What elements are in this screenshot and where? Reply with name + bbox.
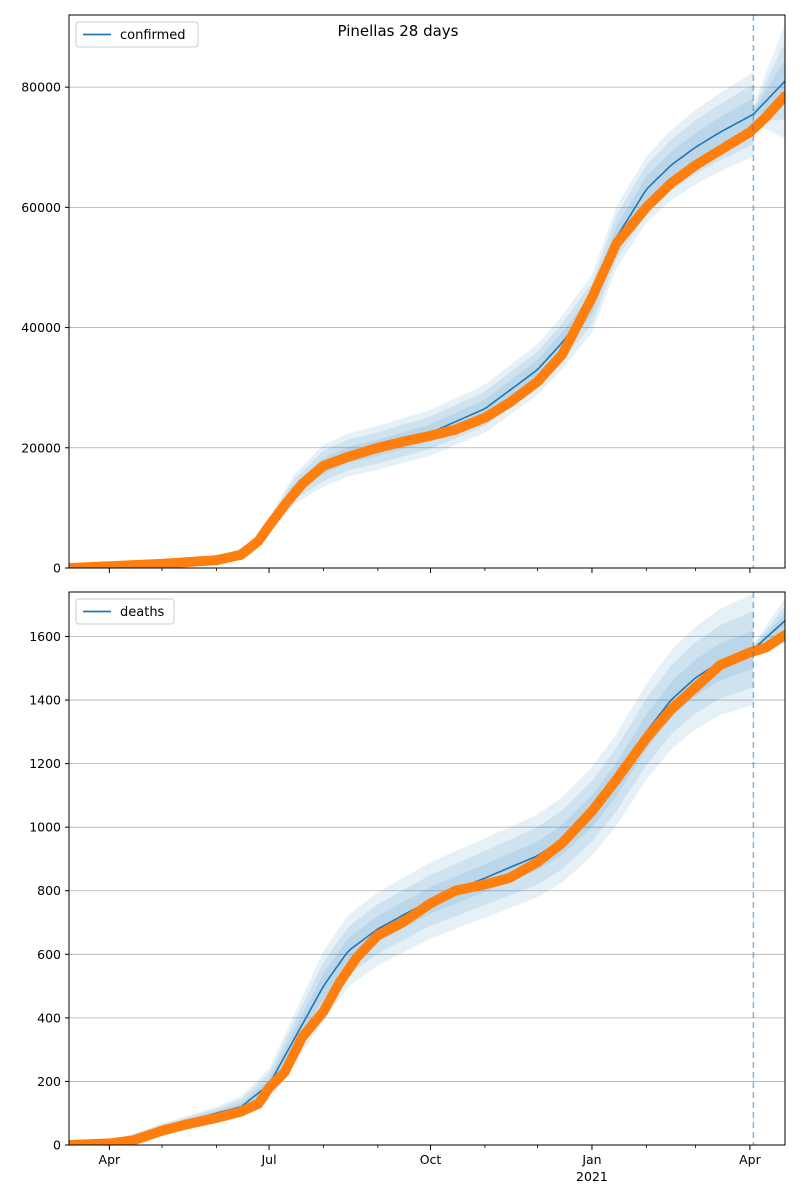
x-tick-year-label: 2021: [576, 1169, 608, 1184]
legend-box: [75, 598, 175, 625]
confirmed-observed-point: [780, 91, 785, 102]
y-tick-label: 60000: [21, 200, 61, 215]
y-tick-label: 800: [37, 883, 61, 898]
legend: confirmed: [75, 21, 199, 48]
plot-area: [69, 24, 785, 568]
x-tick-label: Apr: [99, 1152, 121, 1167]
y-tick-label: 600: [37, 947, 61, 962]
forecast-interval-band: [753, 606, 785, 653]
y-tick-label: 1600: [29, 629, 61, 644]
deaths-panel: 0 200 400 600 800 1000 1200 1400 1600 Apr Jul Oct Ja…: [29, 591, 786, 1184]
x-tick-label: Jan: [581, 1152, 601, 1167]
y-tick-label: 0: [53, 561, 61, 576]
deaths-observed-point: [780, 629, 785, 640]
interval-band: [69, 84, 754, 568]
interval-band: [69, 630, 754, 1145]
x-tick-label: Oct: [420, 1152, 442, 1167]
y-tick-label: 80000: [21, 80, 61, 95]
confirmed-panel: 0 20000 40000 60000 80000 confirmed: [21, 14, 786, 576]
legend: deaths: [75, 598, 175, 625]
y-tick-label: 200: [37, 1074, 61, 1089]
y-tick-label: 0: [53, 1138, 61, 1153]
x-tick-label: Apr: [739, 1152, 761, 1167]
interval-band: [69, 593, 754, 1145]
legend-label: confirmed: [120, 28, 186, 43]
y-tick-label: 40000: [21, 320, 61, 335]
interval-band: [69, 611, 754, 1145]
y-tick-label: 1200: [29, 756, 61, 771]
figure-title: Pinellas 28 days: [338, 22, 459, 40]
plot-area: [69, 593, 785, 1145]
y-tick-label: 1000: [29, 820, 61, 835]
y-tick-label: 1400: [29, 693, 61, 708]
y-tick-label: 400: [37, 1010, 61, 1025]
y-tick-label: 20000: [21, 440, 61, 455]
interval-band: [69, 97, 754, 568]
legend-label: deaths: [120, 605, 165, 620]
axes-frame: [68, 591, 786, 1146]
axes-frame: [68, 14, 786, 569]
x-tick-label: Jul: [261, 1152, 277, 1167]
legend-box: [75, 21, 199, 48]
interval-band: [69, 72, 754, 568]
